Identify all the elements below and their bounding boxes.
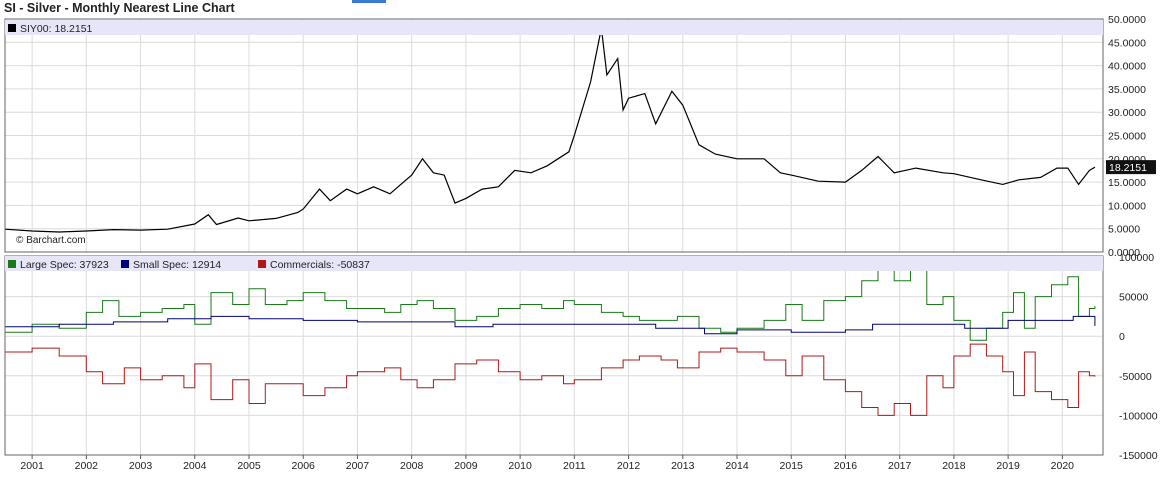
last-value-label: 18.2151 [1106, 160, 1156, 175]
y-tick-label: 100000 [1119, 252, 1154, 264]
y-tick-label: 0 [1119, 331, 1125, 343]
y-tick-label: -50000 [1119, 371, 1152, 383]
x-tick-label: 2002 [75, 460, 99, 472]
chart-title: SI - Silver - Monthly Nearest Line Chart [4, 1, 235, 15]
commercials-line [5, 343, 1096, 416]
last-value-box [1106, 160, 1156, 175]
x-tick-label: 2008 [400, 460, 424, 472]
y-tick-label: -100000 [1119, 410, 1158, 422]
y-tick-label: 0.0000 [1108, 247, 1140, 259]
x-tick-label: 2007 [346, 460, 370, 472]
x-tick-label: 2004 [183, 460, 207, 472]
price-y-axis: 50.0000 45.0000 40.0000 35.0000 30.0000 25.00… [1108, 14, 1146, 259]
legend-label: Small Spec: 12914 [133, 259, 221, 271]
y-tick-label: 15.0000 [1108, 177, 1146, 189]
legend-swatch [258, 260, 266, 268]
x-tick-label: 2019 [996, 460, 1020, 472]
y-tick-label: 50000 [1119, 292, 1148, 304]
legend-label: Large Spec: 37923 [20, 259, 109, 271]
x-tick-label: 2020 [1051, 460, 1075, 472]
y-tick-label: 35.0000 [1108, 84, 1146, 96]
panel-frames [4, 18, 1104, 456]
large-spec-line [5, 264, 1096, 341]
y-tick-label: 40.0000 [1108, 61, 1146, 73]
cot-panel-frame [4, 255, 1104, 456]
x-tick-label: 2016 [834, 460, 858, 472]
x-tick-label: 2010 [508, 460, 532, 472]
x-tick-label: 2005 [237, 460, 261, 472]
x-tick-label: 2012 [617, 460, 641, 472]
x-tick-label: 2018 [942, 460, 966, 472]
cot-legend: Large Spec: 37923 Small Spec: 12914 Commer… [5, 256, 1103, 271]
legend-strip [5, 20, 1103, 35]
last-value-text: 18.2151 [1109, 162, 1147, 174]
x-tick-label: 2003 [129, 460, 153, 472]
date-x-axis: 2001 2002 2003 2004 2005 2006 2007 2008 2009 2010… [20, 455, 1074, 472]
watermark: © Barchart.com [16, 235, 86, 246]
price-panel-frame [4, 18, 1104, 253]
y-tick-label: 45.0000 [1108, 37, 1146, 49]
x-tick-label: 2001 [20, 460, 44, 472]
price-panel-lines [4, 28, 1096, 233]
legend-swatch [8, 260, 16, 268]
x-tick-label: 2013 [671, 460, 695, 472]
legend-swatch [8, 24, 16, 32]
price-legend: SIY00: 18.2151 [5, 20, 1103, 35]
y-tick-label: 50.0000 [1108, 14, 1146, 26]
y-tick-label: 10.0000 [1108, 200, 1146, 212]
x-tick-label: 2009 [454, 460, 478, 472]
cot-panel-grid [5, 256, 1103, 456]
legend-label: Commercials: -50837 [270, 259, 370, 271]
x-tick-label: 2014 [725, 460, 749, 472]
x-tick-label: 2017 [888, 460, 912, 472]
price-panel-grid [5, 18, 1103, 253]
price-series-line [4, 28, 1096, 233]
y-tick-label: 5.0000 [1108, 224, 1140, 236]
toolbar-tab-indicator[interactable] [352, 0, 386, 3]
y-tick-label: -150000 [1119, 450, 1158, 462]
cot-panel-lines [5, 264, 1096, 416]
legend-swatch [121, 260, 129, 268]
y-tick-label: 30.0000 [1108, 107, 1146, 119]
y-tick-label: 25.0000 [1108, 131, 1146, 143]
cot-y-axis: 100000 50000 0 -50000 -100000 -150000 [1119, 252, 1158, 462]
small-spec-line [5, 315, 1096, 335]
legend-label: SIY00: 18.2151 [20, 23, 93, 35]
legend-strip [5, 256, 1103, 271]
x-tick-label: 2015 [780, 460, 804, 472]
x-tick-label: 2011 [563, 460, 586, 472]
x-tick-label: 2006 [292, 460, 316, 472]
